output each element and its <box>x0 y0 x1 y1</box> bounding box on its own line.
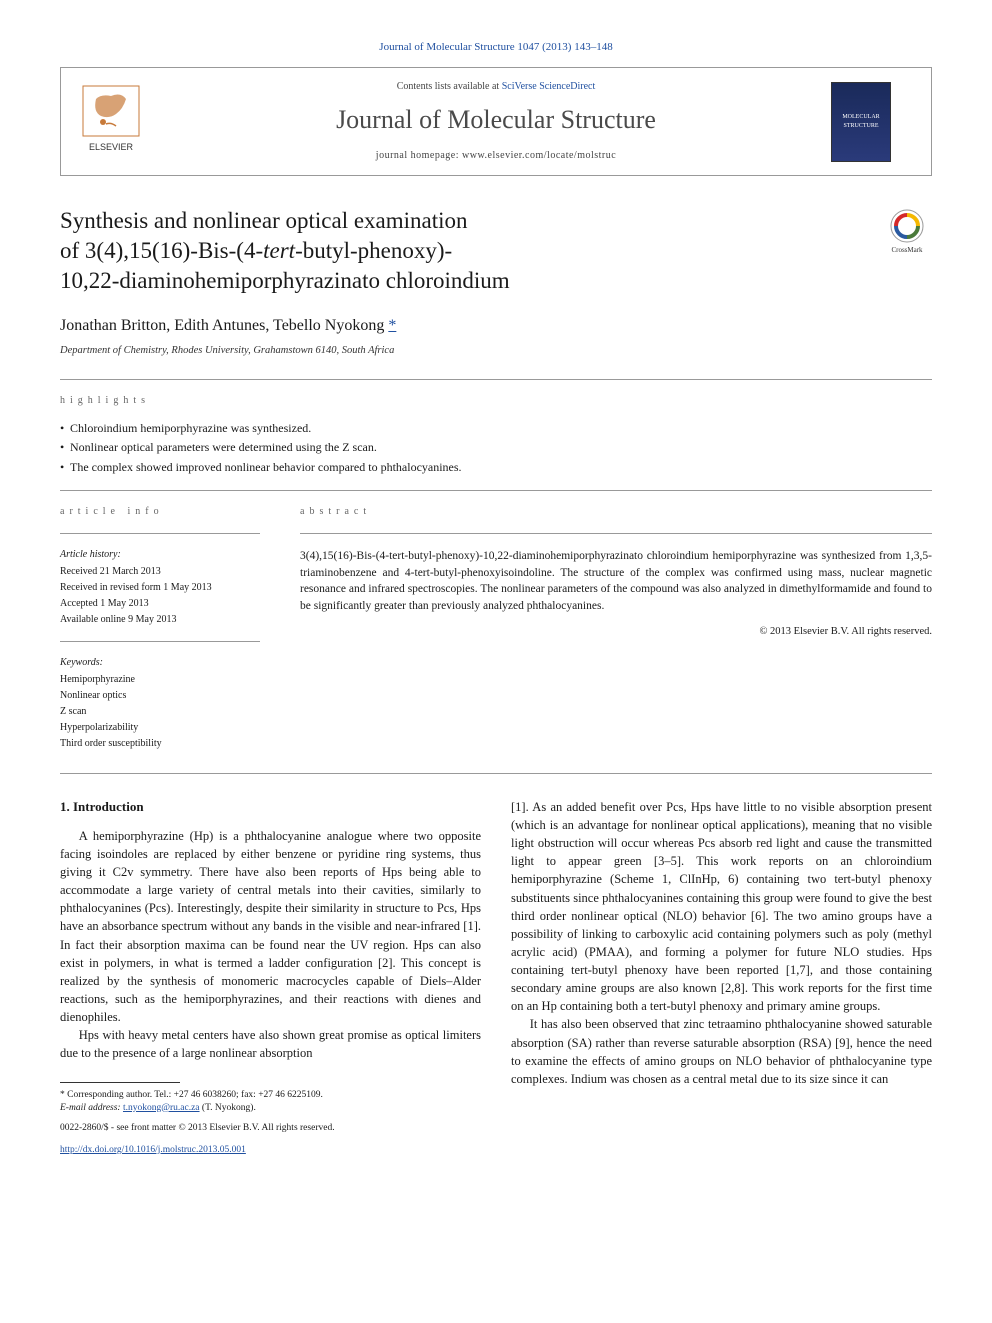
highlight-item: Chloroindium hemiporphyrazine was synthe… <box>60 420 932 437</box>
svg-text:CrossMark: CrossMark <box>891 246 923 254</box>
body-paragraph: [1]. As an added benefit over Pcs, Hps h… <box>511 798 932 1016</box>
divider <box>60 379 932 380</box>
highlights-list: Chloroindium hemiporphyrazine was synthe… <box>60 420 932 476</box>
divider <box>60 773 932 774</box>
journal-reference: Journal of Molecular Structure 1047 (201… <box>60 40 932 55</box>
keywords-heading: Keywords: <box>60 656 260 670</box>
history-accepted: Accepted 1 May 2013 <box>60 597 260 611</box>
authors-list: Jonathan Britton, Edith Antunes, Tebello… <box>60 315 932 337</box>
journal-header: ELSEVIER Contents lists available at Sci… <box>60 67 932 175</box>
issn-copyright-line: 0022-2860/$ - see front matter © 2013 El… <box>60 1122 481 1136</box>
keyword: Hemiporphyrazine <box>60 673 260 687</box>
corresponding-author-marker[interactable]: * <box>388 317 396 334</box>
author-email-link[interactable]: t.nyokong@ru.ac.za <box>123 1103 200 1113</box>
history-received: Received 21 March 2013 <box>60 565 260 579</box>
divider <box>60 533 260 534</box>
homepage-url[interactable]: www.elsevier.com/locate/molstruc <box>462 150 616 161</box>
copyright-line: © 2013 Elsevier B.V. All rights reserved… <box>300 625 932 640</box>
abstract-label: abstract <box>300 505 932 519</box>
keyword: Z scan <box>60 705 260 719</box>
keyword: Nonlinear optics <box>60 689 260 703</box>
body-column-right: [1]. As an added benefit over Pcs, Hps h… <box>511 798 932 1158</box>
svg-text:ELSEVIER: ELSEVIER <box>89 142 134 152</box>
highlight-item: The complex showed improved nonlinear be… <box>60 459 932 476</box>
corresponding-author-footnote: * Corresponding author. Tel.: +27 46 603… <box>60 1089 481 1114</box>
keyword: Third order susceptibility <box>60 737 260 751</box>
sciencedirect-link[interactable]: SciVerse ScienceDirect <box>502 81 596 92</box>
history-revised: Received in revised form 1 May 2013 <box>60 581 260 595</box>
abstract-text: 3(4),15(16)-Bis-(4-tert-butyl-phenoxy)-1… <box>300 548 932 615</box>
footnote-divider <box>60 1082 180 1083</box>
divider <box>300 533 932 534</box>
journal-name: Journal of Molecular Structure <box>161 102 831 138</box>
highlights-label: highlights <box>60 394 932 408</box>
affiliation: Department of Chemistry, Rhodes Universi… <box>60 344 932 359</box>
body-paragraph: A hemiporphyrazine (Hp) is a phthalocyan… <box>60 827 481 1026</box>
section-heading-introduction: 1. Introduction <box>60 798 481 817</box>
divider <box>60 490 932 491</box>
journal-cover-thumbnail: MOLECULAR STRUCTURE <box>831 82 891 162</box>
crossmark-icon[interactable]: CrossMark <box>882 206 932 256</box>
elsevier-logo-icon: ELSEVIER <box>81 84 141 154</box>
abstract-column: abstract 3(4),15(16)-Bis-(4-tert-butyl-p… <box>300 505 932 753</box>
article-title: Synthesis and nonlinear optical examinat… <box>60 206 882 296</box>
body-column-left: 1. Introduction A hemiporphyrazine (Hp) … <box>60 798 481 1158</box>
divider <box>60 641 260 642</box>
journal-homepage: journal homepage: www.elsevier.com/locat… <box>161 149 831 163</box>
contents-available-text: Contents lists available at SciVerse Sci… <box>161 80 831 94</box>
doi-link[interactable]: http://dx.doi.org/10.1016/j.molstruc.201… <box>60 1145 246 1155</box>
body-paragraph: Hps with heavy metal centers have also s… <box>60 1026 481 1062</box>
article-info-label: article info <box>60 505 260 519</box>
highlight-item: Nonlinear optical parameters were determ… <box>60 439 932 456</box>
history-online: Available online 9 May 2013 <box>60 613 260 627</box>
article-history-heading: Article history: <box>60 548 260 562</box>
body-paragraph: It has also been observed that zinc tetr… <box>511 1015 932 1088</box>
keyword: Hyperpolarizability <box>60 721 260 735</box>
article-info-column: article info Article history: Received 2… <box>60 505 260 753</box>
